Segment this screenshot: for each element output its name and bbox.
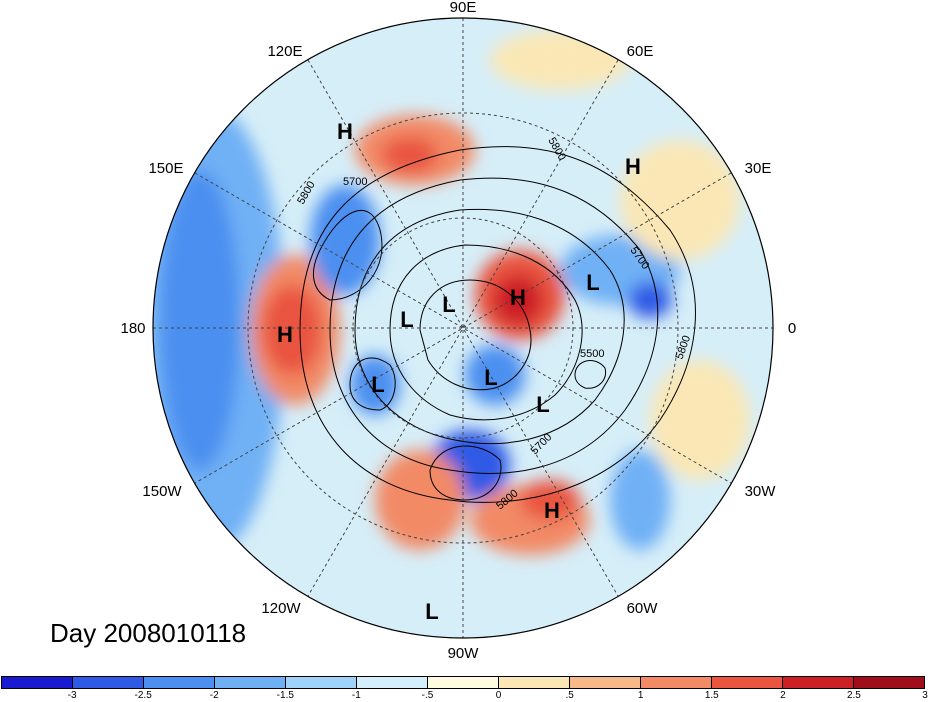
- high-pressure-center: H: [277, 322, 293, 347]
- high-pressure-center: H: [544, 498, 560, 523]
- map-boundary: [152, 17, 774, 639]
- low-pressure-center: L: [536, 392, 549, 417]
- colorbar-tick-label: 3: [922, 690, 928, 701]
- lon-label-150w: 150W: [142, 483, 182, 500]
- colorbar-swatch: [73, 677, 144, 688]
- low-pressure-center: L: [371, 372, 384, 397]
- colorbar-swatch: [2, 677, 73, 688]
- colorbar-tick-label: -3: [67, 690, 77, 701]
- lon-label-60w: 60W: [627, 600, 659, 617]
- lon-label-120e: 120E: [267, 43, 302, 60]
- high-pressure-center: H: [337, 119, 353, 144]
- colorbar-swatch: [783, 677, 854, 688]
- colorbar-tick-label: .5: [565, 690, 574, 701]
- colorbar-swatch: [641, 677, 712, 688]
- colorbar-tick-label: -.5: [421, 690, 434, 701]
- lon-label-30e: 30E: [745, 160, 772, 177]
- colorbar-swatch: [428, 677, 499, 688]
- low-pressure-center: L: [425, 599, 438, 624]
- contour-label: 5500: [580, 348, 604, 360]
- colorbar-tick-label: 0: [495, 690, 502, 701]
- lon-label-0: 0: [788, 320, 796, 337]
- colorbar-swatch: [712, 677, 783, 688]
- colorbar-swatch: [499, 677, 570, 688]
- lon-label-90e: 90E: [450, 0, 477, 16]
- colorbar-tick-label: -1.5: [276, 690, 294, 701]
- colorbar-swatch: [570, 677, 641, 688]
- colorbar-tick-label: 2.5: [846, 690, 861, 701]
- colorbar-tick-label: -2: [209, 690, 219, 701]
- lon-label-120w: 120W: [261, 600, 301, 617]
- colorbar-tick-label: 2: [780, 690, 786, 701]
- colorbar-swatch: [144, 677, 215, 688]
- colorbar-tick-label: 1.5: [704, 690, 719, 701]
- lon-label-180: 180: [120, 320, 145, 337]
- high-pressure-center: H: [625, 154, 641, 179]
- date-title: Day 2008010118: [50, 618, 247, 648]
- low-pressure-center: L: [400, 307, 413, 332]
- colorbar-swatch: [215, 677, 286, 688]
- contour-label: 5700: [343, 176, 367, 188]
- colorbar-swatch: [357, 677, 428, 688]
- lon-label-60e: 60E: [627, 43, 654, 60]
- low-pressure-center: L: [484, 365, 497, 390]
- colorbar-tick-label: -1: [351, 690, 361, 701]
- colorbar: [1, 676, 925, 689]
- colorbar-swatch: [286, 677, 357, 688]
- colorbar-tick-label: 1: [637, 690, 644, 701]
- colorbar-tick-label: -2.5: [134, 690, 152, 701]
- colorbar-ticks: -3 -2.5 -2 -1.5 -1 -.5 0 .5 1 1.5 2 2.5 3: [1, 690, 928, 702]
- high-pressure-center: H: [510, 285, 526, 310]
- low-pressure-center: L: [442, 292, 455, 317]
- low-pressure-center: L: [586, 270, 599, 295]
- lon-label-150e: 150E: [148, 160, 183, 177]
- graticule: [153, 18, 773, 638]
- lon-label-30w: 30W: [745, 483, 777, 500]
- colorbar-swatch: [854, 677, 924, 688]
- height-contours: [299, 146, 696, 503]
- lon-label-90w: 90W: [448, 645, 480, 662]
